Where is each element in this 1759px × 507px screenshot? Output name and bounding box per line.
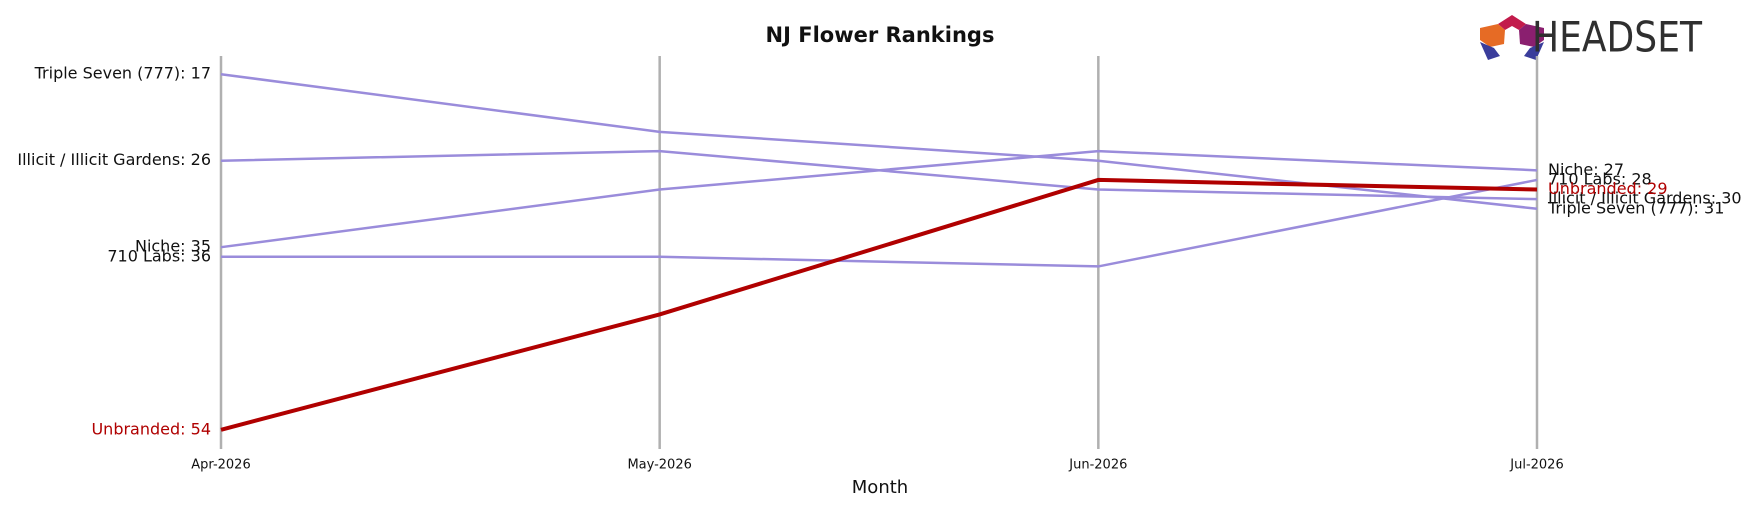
data-label: Illicit / Illicit Gardens: 26 <box>17 150 211 169</box>
series-line <box>220 149 1538 201</box>
logo-mark <box>1498 15 1526 30</box>
logo-mark <box>1480 42 1500 60</box>
series-line <box>220 177 1538 432</box>
data-label: Triple Seven (777): 17 <box>34 64 211 83</box>
series-line <box>221 178 1538 268</box>
x-tick-label: Apr-2026 <box>191 458 250 473</box>
x-tick-label: Jun-2026 <box>1068 458 1127 473</box>
logo-mark <box>1480 24 1505 47</box>
logo-mark <box>1519 24 1544 47</box>
logo: HEADSET <box>1480 13 1702 62</box>
data-label: Niche: 27 <box>1548 160 1624 179</box>
data-label: 710 Labs: 28 <box>1548 169 1652 188</box>
logo-mark <box>1524 42 1544 60</box>
data-label: 710 Labs: 36 <box>107 246 211 265</box>
data-label: Unbranded: 29 <box>1548 179 1668 198</box>
logo-text: HEADSET <box>1532 13 1702 62</box>
chart-title: NJ Flower Rankings <box>766 23 995 47</box>
data-label: Niche: 35 <box>135 237 211 256</box>
series-line <box>220 149 1538 249</box>
x-tick-label: May-2026 <box>627 458 691 473</box>
x-tick-label: Jul-2026 <box>1509 458 1563 473</box>
data-label: Unbranded: 54 <box>91 419 211 438</box>
series-line <box>220 72 1538 210</box>
data-label: Triple Seven (777): 31 <box>1547 198 1724 217</box>
x-axis-label: Month <box>852 477 908 498</box>
data-label: Illicit / Illicit Gardens: 30 <box>1548 189 1742 208</box>
